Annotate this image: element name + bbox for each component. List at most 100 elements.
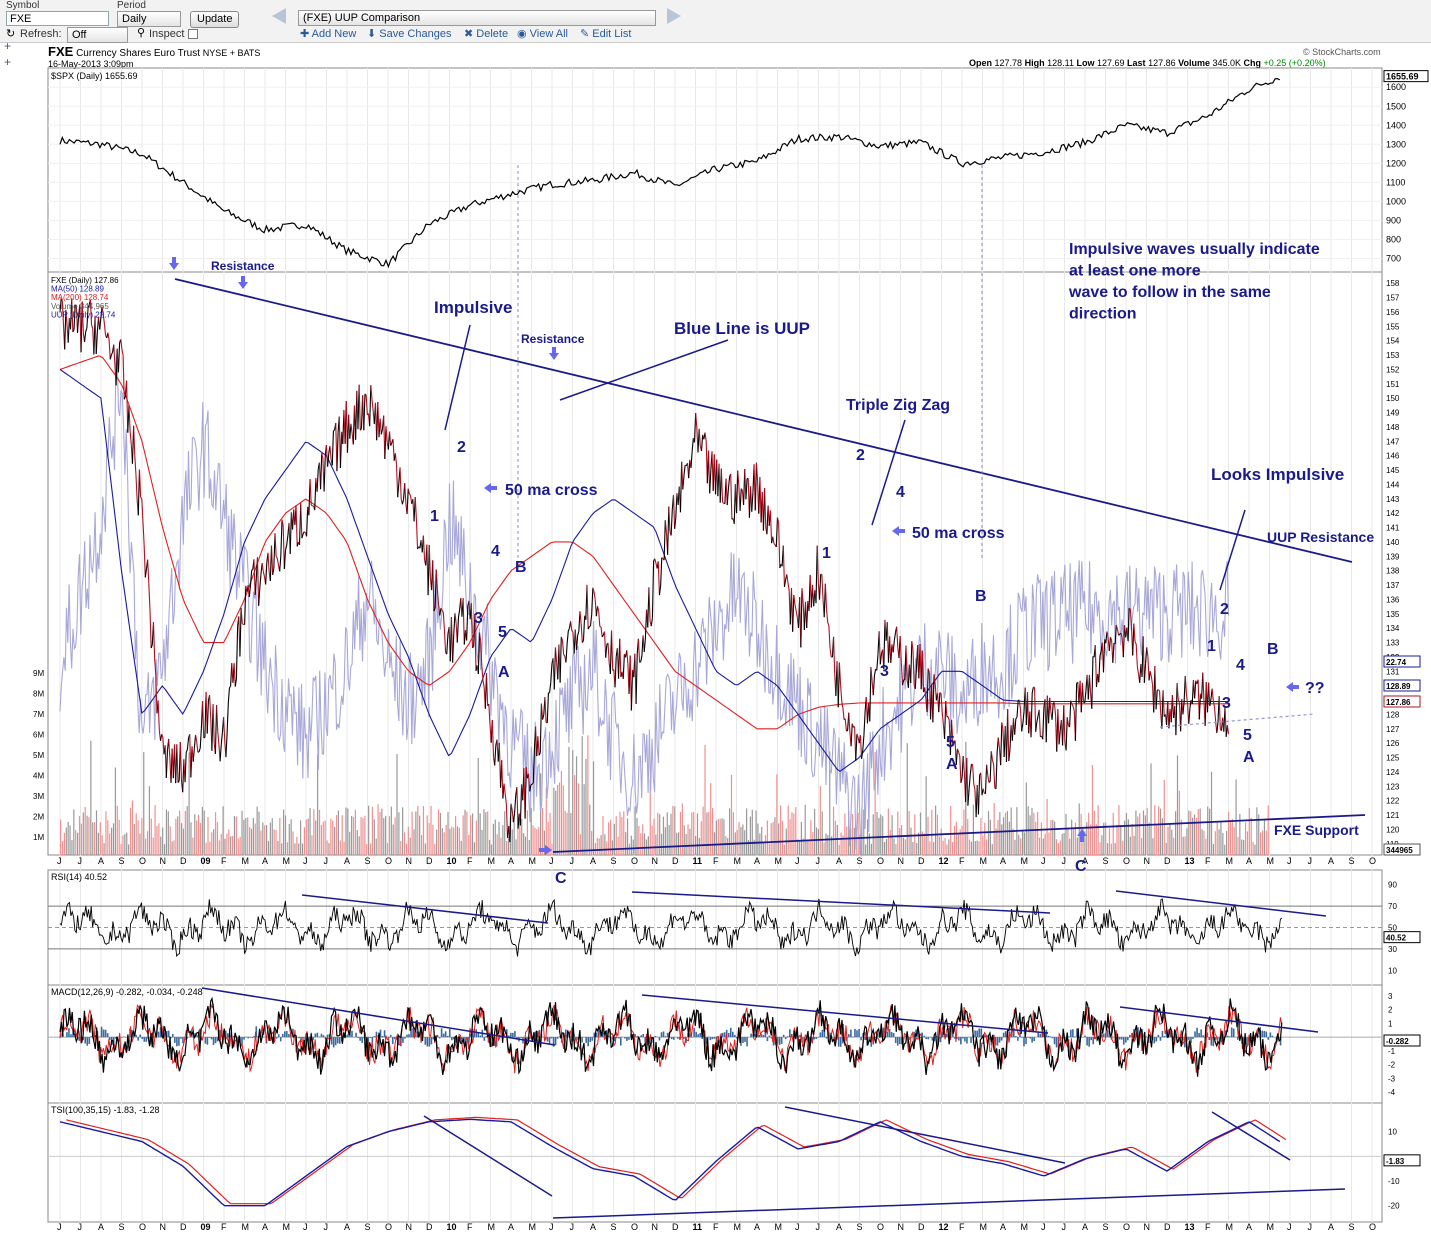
x-tick-label: M — [283, 1222, 291, 1232]
volume-bar — [834, 820, 837, 855]
x-tick-label: 12 — [939, 1222, 949, 1232]
spx-y-tick: 700 — [1386, 253, 1401, 263]
fxe-price-segment — [693, 412, 697, 443]
macd-histogram-bar — [389, 1034, 392, 1038]
macd-histogram-bar — [909, 1037, 911, 1040]
macd-histogram-bar — [1023, 1037, 1025, 1047]
macd-histogram-bar — [597, 1028, 600, 1038]
volume-bar — [479, 813, 481, 855]
view-all-link[interactable]: ◉ View All — [517, 28, 568, 40]
fxe-price-segment — [434, 569, 437, 609]
fxe-price-segment — [446, 633, 449, 655]
volume-bar — [849, 827, 852, 855]
fxe-price-segment — [605, 644, 608, 658]
volume-bar — [885, 839, 888, 855]
fxe-price-segment — [339, 431, 343, 469]
fxe-price-segment — [740, 488, 743, 491]
fxe-price-segment — [1218, 696, 1221, 730]
macd-histogram-bar — [224, 1030, 227, 1038]
wave-label: 4 — [1236, 657, 1245, 674]
volume-bar — [1125, 813, 1128, 855]
x-tick-label: M — [1267, 856, 1275, 866]
macd-histogram-bar — [964, 1037, 966, 1042]
dashed-support-line — [1159, 713, 1316, 728]
volume-bar — [908, 810, 910, 855]
down-arrow-icon-stem — [552, 347, 556, 353]
macd-histogram-bar — [178, 1037, 180, 1046]
macd-histogram-bar — [980, 1028, 983, 1038]
period-select[interactable]: Daily — [117, 11, 181, 27]
volume-bar — [1142, 810, 1145, 855]
volume-bar — [294, 843, 296, 855]
prev-arrow-icon[interactable] — [272, 8, 286, 24]
volume-bar — [1254, 844, 1256, 855]
volume-bar — [812, 831, 814, 855]
x-tick-label: A — [508, 1222, 514, 1232]
volume-bar — [203, 810, 205, 855]
macd-histogram-bar — [194, 1032, 196, 1038]
edit-list-link[interactable]: ✎ Edit List — [580, 28, 632, 40]
volume-bar — [674, 806, 676, 855]
fxe-price-segment — [67, 318, 70, 343]
x-tick-label: N — [898, 1222, 905, 1232]
wave-label: 3 — [1222, 695, 1231, 712]
macd-histogram-bar — [1208, 1037, 1211, 1041]
macd-histogram-bar — [615, 1037, 618, 1039]
fxe-price-segment — [1129, 609, 1133, 627]
x-tick-label: F — [959, 856, 965, 866]
fxe-price-segment — [258, 588, 261, 606]
volume-bar — [439, 812, 442, 855]
save-changes-link[interactable]: ⬇ Save Changes — [367, 28, 452, 40]
fxe-price-segment — [959, 755, 962, 783]
symbol-input[interactable]: FXE — [6, 11, 109, 26]
macd-histogram-bar — [1159, 1037, 1162, 1041]
delete-link[interactable]: ✖ Delete — [464, 28, 509, 40]
volume-bar — [934, 805, 937, 855]
macd-histogram-bar — [746, 1037, 748, 1047]
volume-bar — [154, 805, 156, 855]
macd-histogram-bar — [917, 1030, 919, 1038]
volume-bar — [1057, 843, 1060, 855]
volume-bar — [950, 805, 952, 855]
fxe-price-segment — [549, 682, 552, 693]
fxe-price-segment — [698, 428, 701, 447]
fxe-price-segment — [254, 578, 257, 595]
fxe-price-segment — [1071, 703, 1074, 707]
volume-bar — [553, 787, 555, 855]
volume-bar — [806, 840, 808, 855]
macd-histogram-bar — [526, 1037, 528, 1042]
update-button[interactable]: Update — [190, 11, 240, 28]
spx-y-tick: 900 — [1386, 215, 1401, 225]
fxe-price-segment — [1213, 706, 1217, 722]
volume-bar — [69, 825, 71, 855]
x-tick-label: S — [611, 1222, 617, 1232]
volume-bar — [549, 813, 551, 855]
volume-bar — [577, 783, 580, 855]
rsi-title: RSI(14) 40.52 — [51, 872, 107, 882]
volume-bar — [199, 822, 202, 855]
volume-bar — [1008, 821, 1010, 855]
next-arrow-icon[interactable] — [667, 8, 681, 24]
refresh-select[interactable]: Off — [67, 27, 128, 43]
fxe-price-segment — [505, 804, 509, 838]
volume-bar — [938, 836, 940, 855]
volume-bar — [1224, 844, 1226, 855]
ohlc-readout: Open 127.78 High 128.11 Low 127.69 Last … — [969, 58, 1326, 68]
volume-bar — [339, 840, 341, 855]
fxe-price-segment — [863, 711, 866, 736]
volume-bar — [851, 813, 854, 855]
fxe-price-segment — [1057, 709, 1060, 745]
add-new-link[interactable]: ✚ Add New — [300, 28, 357, 40]
fxe-price-segment — [563, 654, 566, 657]
macd-histogram-bar — [699, 1032, 702, 1038]
volume-bar — [1243, 839, 1245, 855]
macd-histogram-bar — [237, 1037, 239, 1041]
fxe-price-segment — [390, 442, 393, 446]
macd-histogram-bar — [121, 1037, 123, 1038]
macd-histogram-bar — [1070, 1029, 1072, 1038]
inspect-checkbox[interactable] — [188, 29, 198, 39]
fxe-price-segment — [658, 586, 662, 596]
volume-bar — [1042, 838, 1044, 855]
chartlist-select[interactable]: (FXE) UUP Comparison — [298, 10, 656, 26]
volume-bar — [1037, 811, 1039, 855]
